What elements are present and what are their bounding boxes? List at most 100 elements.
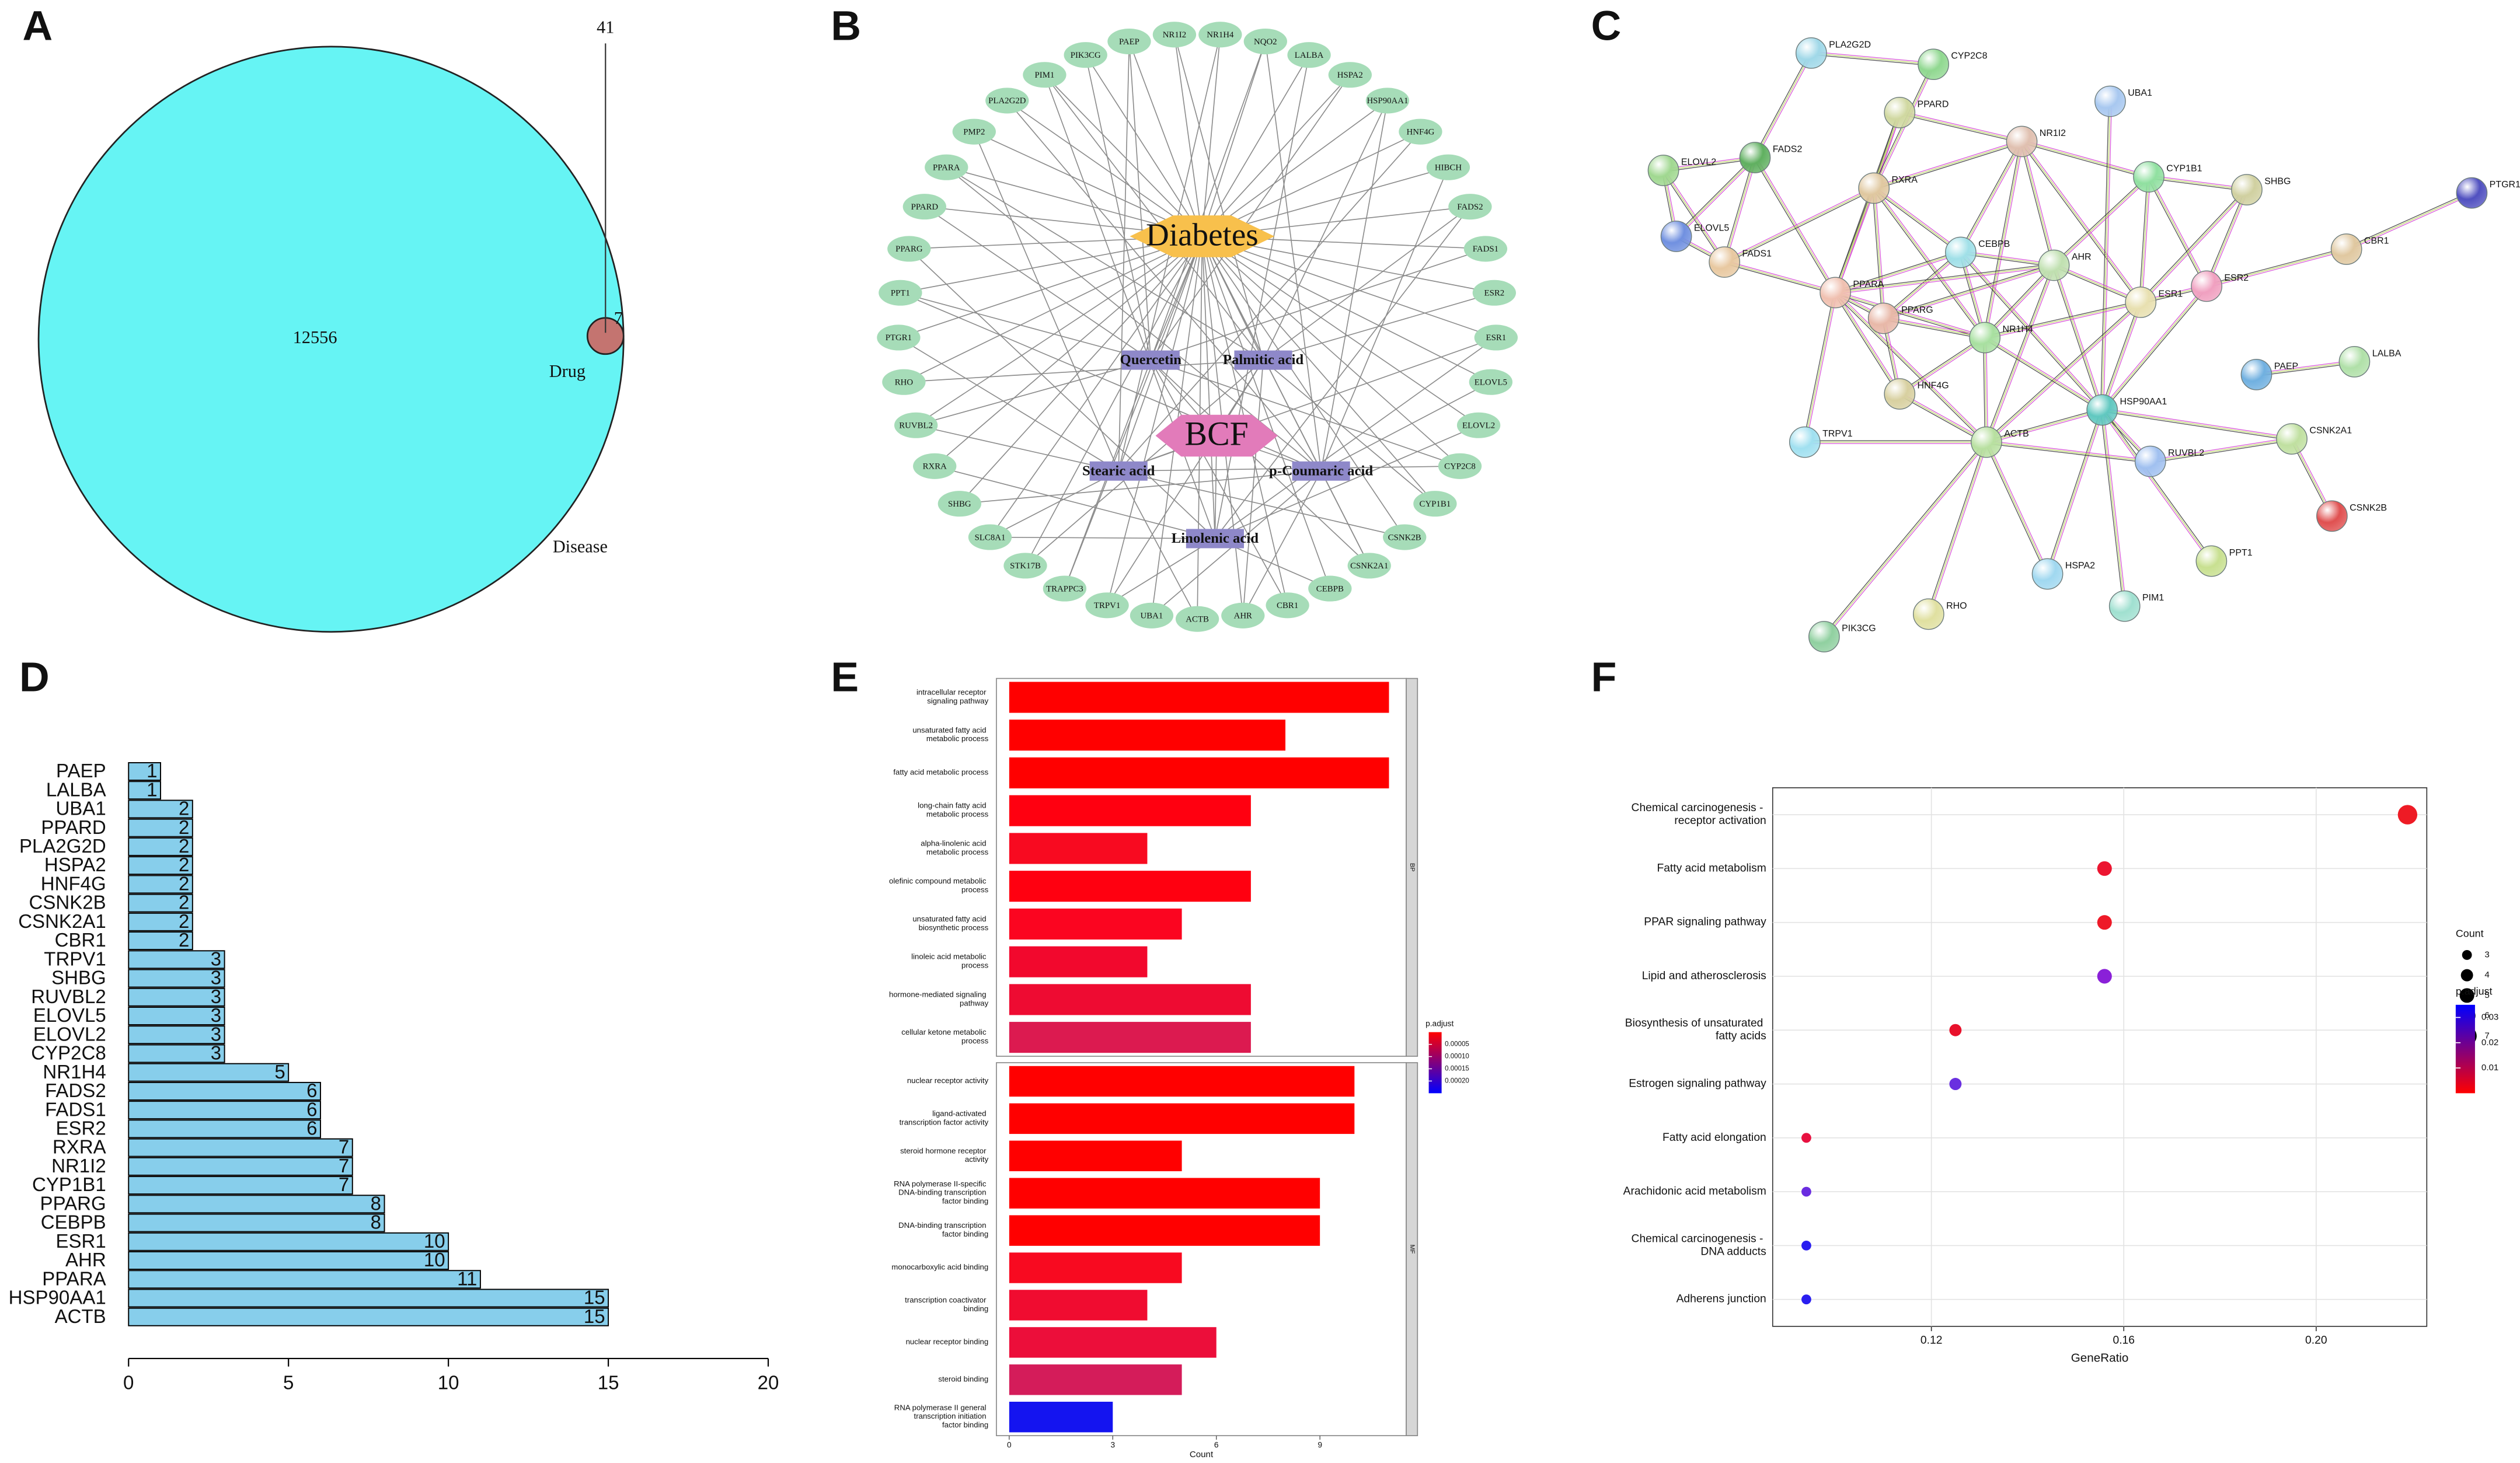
target-label: PIM1: [1035, 71, 1055, 80]
y-tick-label: RUVBL2: [31, 986, 106, 1008]
edge: [1263, 359, 1435, 504]
target-node: [1413, 491, 1457, 517]
dot: [1949, 1078, 1962, 1090]
y-tick-label: PPARA: [42, 1268, 106, 1290]
edge: [1900, 392, 1988, 442]
bar: [1009, 1402, 1113, 1433]
edge: [1320, 167, 1449, 472]
value-label: 3: [211, 1024, 221, 1045]
y-tick-label: hormone-mediated signaling pathway: [889, 990, 989, 1008]
y-tick-label: nuclear receptor activity: [907, 1076, 989, 1085]
value-label: 10: [424, 1249, 445, 1271]
target-label: ELOVL5: [1475, 378, 1507, 387]
edge: [2053, 265, 2103, 410]
bar: [128, 1044, 225, 1063]
protein-node: [2330, 233, 2362, 265]
protein-label: PPT1: [2229, 548, 2253, 558]
y-tick-label: PLA2G2D: [19, 836, 106, 857]
colorbar: [1428, 1032, 1442, 1094]
edge: [1201, 41, 1266, 237]
bar: [1009, 1327, 1217, 1358]
protein-label: LALBA: [2372, 348, 2402, 358]
y-tick-label: Chemical carcinogenesis - DNA adducts: [1632, 1232, 1766, 1258]
bar: [128, 1307, 609, 1326]
protein-label: PAEP: [2274, 361, 2298, 371]
target-node: [1287, 42, 1331, 68]
target-label: CSNK2B: [1388, 533, 1421, 542]
y-tick-label: PAEP: [56, 760, 106, 782]
edge: [2052, 175, 2148, 265]
y-tick-label: RNA polymerase II general transcription …: [894, 1403, 988, 1430]
protein-label: UBA1: [2128, 88, 2152, 98]
target-label: LALBA: [1295, 51, 1324, 60]
edge: [2347, 194, 2473, 251]
edge: [1128, 41, 1152, 361]
bar: [1009, 871, 1251, 902]
edge: [1899, 337, 1985, 394]
edge: [1884, 266, 2055, 320]
edge: [1900, 338, 1986, 396]
edge: [1803, 292, 1835, 442]
target-label: RXRA: [923, 462, 947, 472]
y-tick-label: PPAR signaling pathway: [1644, 916, 1766, 928]
edge: [1873, 139, 2021, 187]
target-node: [1456, 412, 1501, 438]
y-tick-label: Estrogen signaling pathway: [1629, 1078, 1766, 1090]
edge: [1118, 470, 1198, 620]
y-tick-label: cellular ketone metabolic process: [901, 1028, 988, 1046]
protein-label: ELOVL2: [1681, 157, 1716, 167]
edge: [1834, 293, 1899, 395]
edge: [1985, 442, 2047, 575]
edge: [2020, 141, 2053, 266]
ingredient-label: Palmitic acid: [1223, 352, 1303, 368]
ingredient-node: [1089, 461, 1148, 481]
edge: [1118, 41, 1130, 472]
protein-node: [2456, 177, 2488, 209]
x-axis-title: Count: [1190, 1450, 1214, 1459]
value-label: 8: [371, 1212, 381, 1234]
edge: [1201, 34, 1221, 237]
protein-node: [1789, 426, 1821, 458]
value-label: 10: [424, 1231, 445, 1252]
edge: [2206, 247, 2347, 285]
edge: [1899, 110, 2023, 141]
y-tick-label: transcription coactivator binding: [905, 1296, 988, 1314]
edge: [1661, 171, 1724, 263]
edge: [1835, 263, 2054, 292]
target-label: UBA1: [1141, 612, 1163, 621]
protein-label: ESR1: [2159, 289, 2183, 299]
bar: [1009, 1140, 1182, 1172]
panel-label: D: [19, 654, 50, 700]
edge: [2021, 142, 2149, 179]
edge: [1242, 360, 1264, 616]
target-node: [925, 154, 968, 180]
edge: [1201, 236, 1436, 504]
bar: [128, 1176, 353, 1195]
edge: [2100, 285, 2206, 410]
target-label: PPT1: [891, 289, 910, 298]
edge: [1873, 188, 1884, 319]
protein-node: [2240, 359, 2272, 390]
bar: [1009, 1103, 1355, 1134]
target-node: [952, 118, 996, 145]
protein-node: [2006, 125, 2038, 158]
y-tick-label: PPARD: [41, 817, 106, 839]
protein-label: FADS2: [1773, 144, 1803, 154]
protein-label: CSNK2A1: [2309, 426, 2352, 436]
edge: [1985, 303, 2141, 340]
protein-label: ESR2: [2224, 273, 2249, 283]
edge: [989, 470, 1119, 538]
ingredient-label: Linolenic acid: [1172, 530, 1259, 546]
edge: [2141, 190, 2249, 304]
protein-node: [1884, 96, 1916, 128]
target-label: TRAPPC3: [1046, 584, 1083, 593]
edge: [2150, 437, 2292, 460]
target-node: [1152, 22, 1197, 48]
bar: [128, 856, 193, 875]
y-tick-label: steroid binding: [938, 1375, 988, 1384]
value-label: 6: [306, 1080, 317, 1102]
edge: [2053, 266, 2141, 304]
edge: [2021, 141, 2149, 177]
protein-label: PPARA: [1853, 280, 1884, 289]
